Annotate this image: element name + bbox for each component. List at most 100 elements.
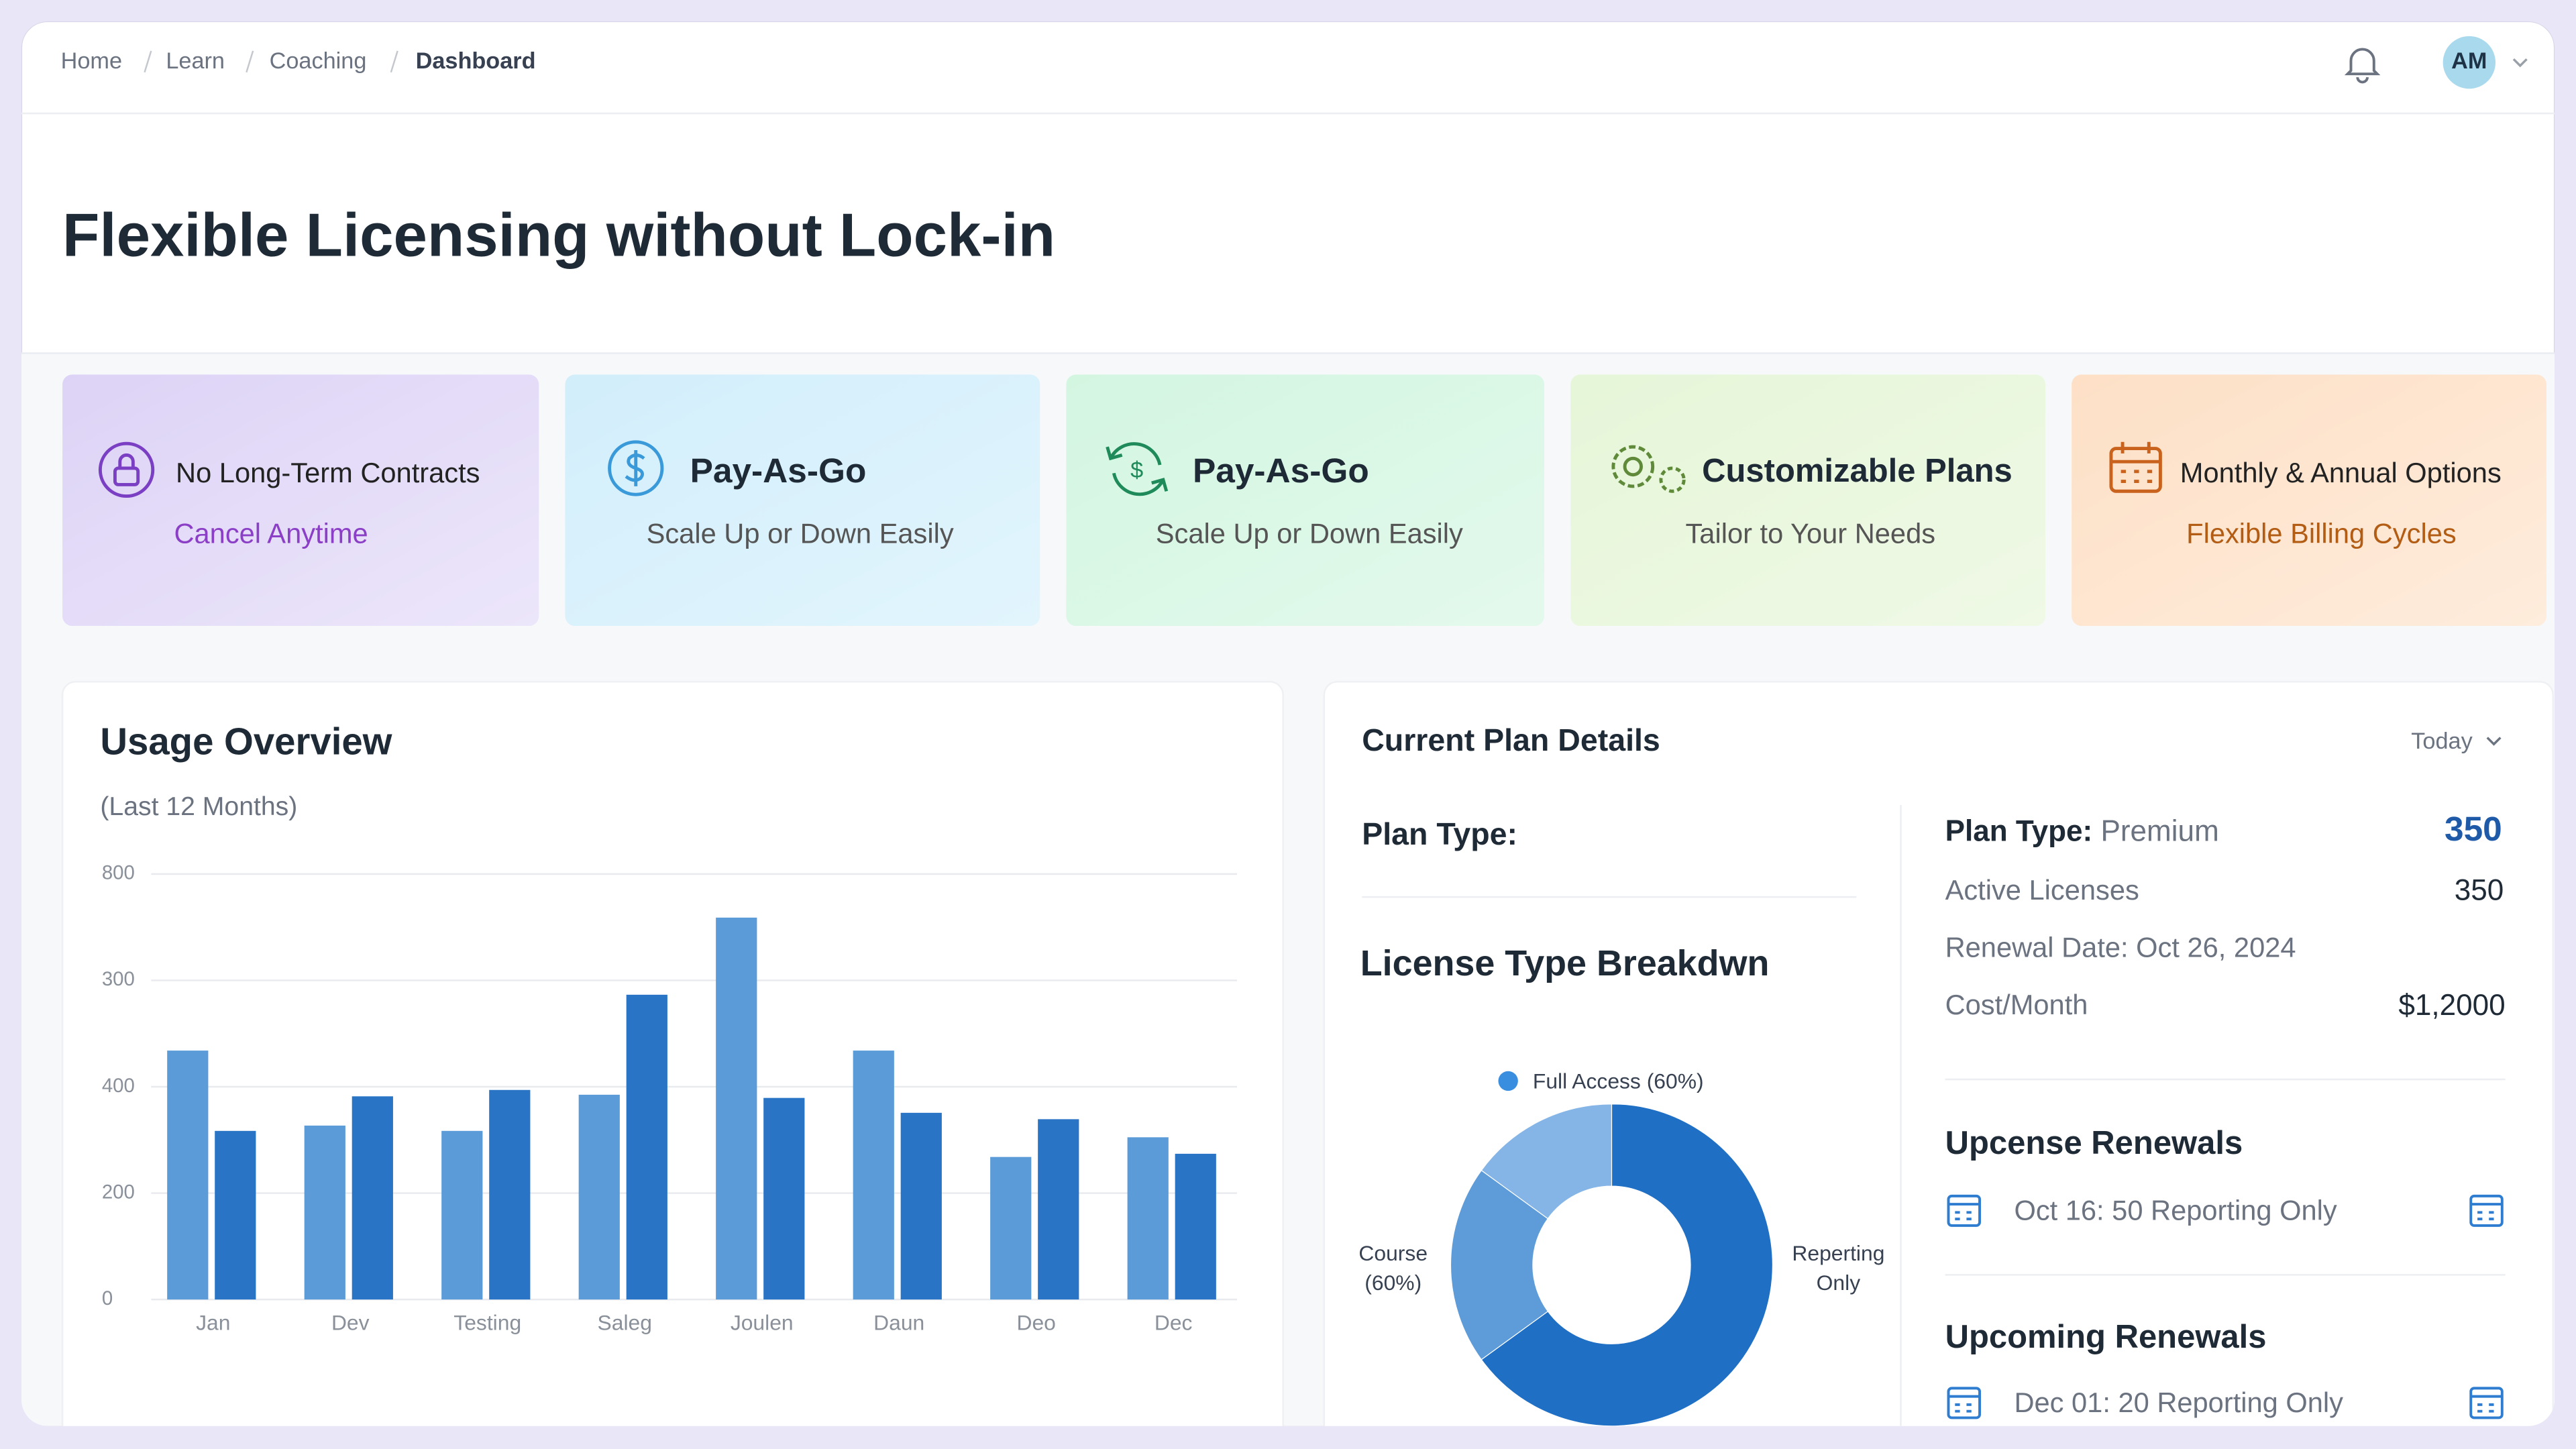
- gear-icon: [1611, 445, 1686, 493]
- bar: [489, 1089, 531, 1300]
- calendar-icon-dots: [2477, 1403, 2494, 1413]
- bar: [167, 1051, 209, 1300]
- donut-segment: [1450, 1169, 1549, 1360]
- cycle-icon: $: [1106, 442, 1169, 496]
- card-title: Monthly & Annual Options: [2180, 457, 2502, 488]
- card-title: Customizable Plans: [1702, 453, 2012, 489]
- x-tick-label: Dec: [1155, 1310, 1193, 1334]
- card-subtitle: Cancel Anytime: [174, 517, 368, 549]
- donut-title: License Type Breakdwn: [1360, 943, 1770, 983]
- plan-type-heading: Plan Type:: [1362, 816, 1517, 851]
- x-tick-label: Deo: [1016, 1310, 1055, 1334]
- bar: [441, 1130, 483, 1300]
- page-title: Flexible Licensing without Lock-in: [62, 201, 1055, 269]
- breadcrumb-link[interactable]: Learn: [166, 48, 225, 74]
- panel-subtitle: (Last 12 Months): [100, 792, 297, 821]
- bell-icon: [2356, 76, 2369, 84]
- feature-card: [2072, 374, 2546, 627]
- feature-card: [1066, 374, 1545, 627]
- card-title: Pay-As-Go: [1193, 451, 1369, 490]
- renewal-item: Oct 16: 50 Reporting Only: [2014, 1194, 2337, 1226]
- plan-type-value: Premium: [2100, 814, 2218, 847]
- card-subtitle: Scale Up or Down Easily: [647, 517, 954, 549]
- bar: [578, 1094, 620, 1300]
- x-tick-label: Daun: [873, 1310, 924, 1334]
- card-title: No Long-Term Contracts: [176, 457, 480, 488]
- breadcrumb-current: Dashboard: [416, 48, 536, 74]
- calendar-icon: [1947, 1387, 1981, 1419]
- section-title: Upcoming Renewals: [1945, 1319, 2267, 1355]
- lock-icon: [98, 441, 155, 498]
- bar: [304, 1125, 345, 1300]
- donut-label: Course (60%): [1358, 1241, 1428, 1295]
- cost-label: Cost/Month: [1945, 989, 2088, 1020]
- breadcrumb-link[interactable]: Coaching: [270, 48, 367, 74]
- bar: [1127, 1137, 1169, 1300]
- donut-label: Reperting Only: [1792, 1241, 1884, 1295]
- calendar-icon-dots: [1955, 1403, 1972, 1413]
- panel-title: Current Plan Details: [1362, 722, 1660, 757]
- calendar-icon-body: [1947, 1194, 1981, 1227]
- donut-segment: [1481, 1104, 1774, 1426]
- calendar-icon: [2469, 1387, 2504, 1419]
- renewal-date: Renewal Date: Oct 26, 2024: [1945, 932, 2296, 963]
- x-tick-label: Jan: [196, 1310, 230, 1334]
- breadcrumb-link[interactable]: Home: [61, 48, 122, 74]
- bar: [352, 1096, 393, 1300]
- bar: [1038, 1119, 1079, 1300]
- y-tick-label: 300: [102, 968, 135, 990]
- calendar-icon-dots: [2477, 1211, 2494, 1221]
- plan-type-label: Plan Type:: [1945, 814, 2093, 847]
- y-tick-label: 800: [102, 862, 135, 884]
- x-tick-label: Saleg: [598, 1310, 652, 1334]
- legend-dot: [1498, 1071, 1518, 1091]
- x-tick-label: Testing: [453, 1310, 521, 1334]
- period-caret[interactable]: [2486, 737, 2502, 746]
- plan-count: 350: [2445, 809, 2502, 848]
- notifications[interactable]: [2344, 48, 2381, 84]
- active-licenses-value: 350: [2455, 873, 2504, 906]
- breadcrumb-separator: [390, 50, 398, 73]
- calendar-icon: [2469, 1194, 2504, 1227]
- y-tick-label: 400: [102, 1075, 135, 1097]
- bell-icon: [2344, 48, 2381, 76]
- bar: [626, 994, 667, 1300]
- x-tick-label: Dev: [331, 1310, 370, 1334]
- card-subtitle: Flexible Billing Cycles: [2186, 517, 2457, 549]
- calendar-icon: [1947, 1194, 1981, 1227]
- cost-value: $1,2000: [2398, 989, 2505, 1022]
- avatar-caret[interactable]: [2512, 58, 2528, 68]
- bar: [990, 1157, 1032, 1300]
- y-tick-label: 200: [102, 1181, 135, 1203]
- section-title: Upcense Renewals: [1945, 1125, 2243, 1161]
- bar: [853, 1051, 894, 1300]
- calendar-icon-body: [2469, 1387, 2504, 1419]
- legend-label: Full Access (60%): [1533, 1069, 1704, 1093]
- calendar-icon-dots: [1955, 1211, 1972, 1221]
- feature-card: [565, 374, 1040, 627]
- breadcrumb-separator: [144, 50, 152, 73]
- calendar-icon-body: [1947, 1387, 1981, 1419]
- plan-type: Plan Type: Premium: [1945, 814, 2219, 847]
- avatar[interactable]: [2443, 36, 2496, 89]
- card-title: Pay-As-Go: [690, 451, 867, 490]
- donut-label-line: Reperting: [1792, 1241, 1884, 1265]
- calendar-icon: [2109, 441, 2162, 493]
- bar: [215, 1130, 256, 1300]
- calendar-icon-body: [2469, 1194, 2504, 1227]
- x-tick-label: Joulen: [731, 1310, 794, 1334]
- donut-label-line: Course: [1358, 1241, 1428, 1265]
- renewal-item: Dec 01: 20 Reporting Only: [2014, 1387, 2343, 1418]
- feature-card: [62, 374, 539, 627]
- donut-label-line: Only: [1817, 1271, 1861, 1295]
- bar: [900, 1112, 942, 1300]
- period-select[interactable]: Today: [2411, 729, 2473, 754]
- y-tick-label: 0: [102, 1287, 113, 1309]
- card-subtitle: Tailor to Your Needs: [1685, 517, 1935, 549]
- feature-card: [1570, 374, 2045, 627]
- bar: [716, 917, 757, 1300]
- bar: [1175, 1153, 1216, 1300]
- avatar-initials: AM: [2451, 48, 2487, 74]
